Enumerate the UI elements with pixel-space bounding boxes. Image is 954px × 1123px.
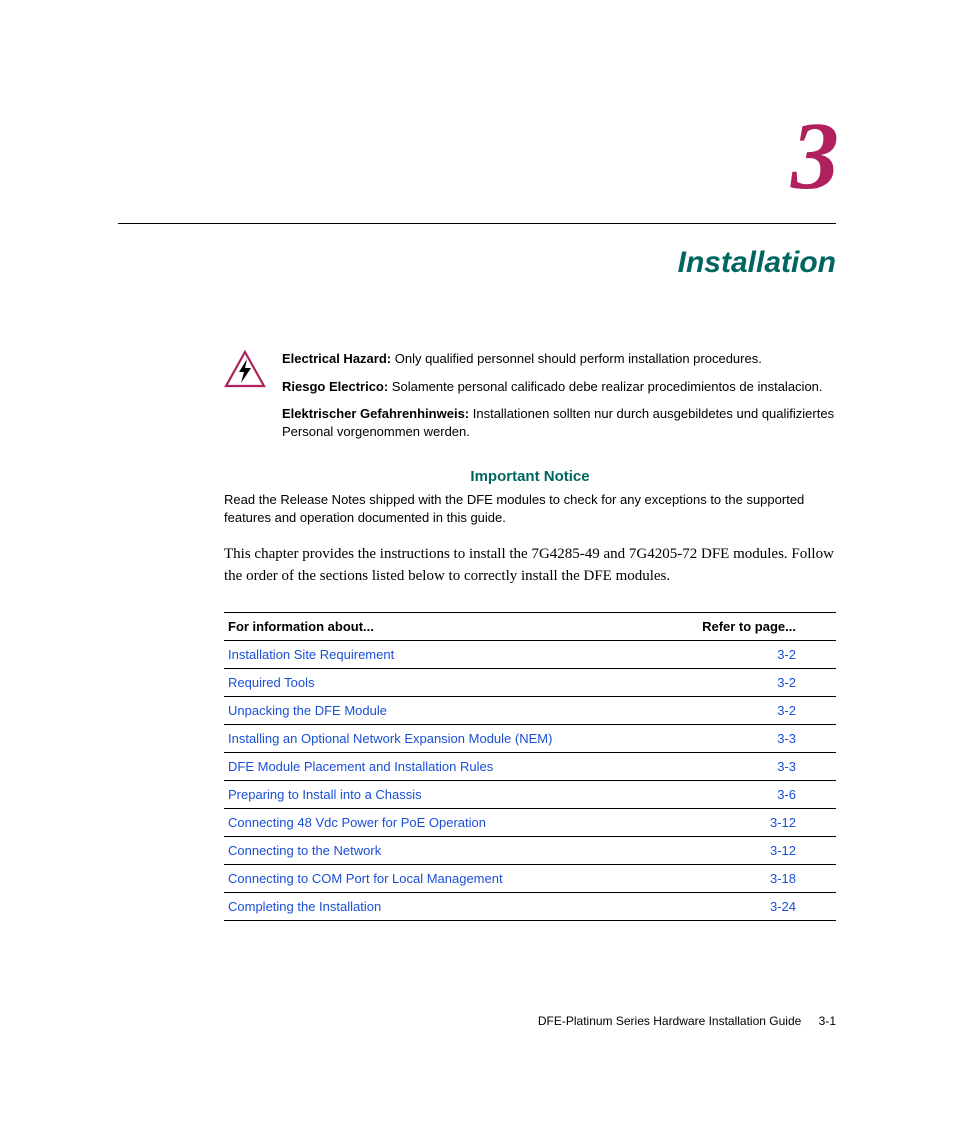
toc-page[interactable]: 3-18 xyxy=(657,864,836,892)
footer-book-title: DFE-Platinum Series Hardware Installatio… xyxy=(538,1014,801,1028)
toc-topic[interactable]: DFE Module Placement and Installation Ru… xyxy=(224,752,657,780)
hazard-line: Riesgo Electrico: Solamente personal cal… xyxy=(282,378,836,396)
divider-rule xyxy=(118,223,836,224)
toc-row: Installation Site Requirement3-2 xyxy=(224,640,836,668)
toc-page[interactable]: 3-12 xyxy=(657,836,836,864)
toc-topic[interactable]: Connecting to the Network xyxy=(224,836,657,864)
toc-header-page: Refer to page... xyxy=(657,612,836,640)
toc-body: Installation Site Requirement3-2 Require… xyxy=(224,640,836,920)
electrical-hazard-icon xyxy=(224,350,266,388)
toc-row: DFE Module Placement and Installation Ru… xyxy=(224,752,836,780)
toc-topic[interactable]: Installation Site Requirement xyxy=(224,640,657,668)
toc-topic[interactable]: Preparing to Install into a Chassis xyxy=(224,780,657,808)
toc-topic[interactable]: Installing an Optional Network Expansion… xyxy=(224,724,657,752)
toc-page[interactable]: 3-24 xyxy=(657,892,836,920)
hazard-line: Elektrischer Gefahrenhinweis: Installati… xyxy=(282,405,836,440)
hazard-text: Electrical Hazard: Only qualified person… xyxy=(282,350,836,450)
toc-page[interactable]: 3-3 xyxy=(657,752,836,780)
hazard-block: Electrical Hazard: Only qualified person… xyxy=(118,350,836,450)
toc-page[interactable]: 3-2 xyxy=(657,696,836,724)
toc-row: Unpacking the DFE Module3-2 xyxy=(224,696,836,724)
notice-body: Read the Release Notes shipped with the … xyxy=(224,491,836,526)
toc-topic[interactable]: Required Tools xyxy=(224,668,657,696)
toc-row: Completing the Installation3-24 xyxy=(224,892,836,920)
toc-page[interactable]: 3-3 xyxy=(657,724,836,752)
toc-row: Required Tools3-2 xyxy=(224,668,836,696)
toc-table: For information about... Refer to page..… xyxy=(224,612,836,921)
toc-header-topic: For information about... xyxy=(224,612,657,640)
toc-row: Installing an Optional Network Expansion… xyxy=(224,724,836,752)
toc-page[interactable]: 3-2 xyxy=(657,640,836,668)
hazard-line: Electrical Hazard: Only qualified person… xyxy=(282,350,836,368)
toc-topic[interactable]: Unpacking the DFE Module xyxy=(224,696,657,724)
toc-row: Connecting to the Network3-12 xyxy=(224,836,836,864)
toc-row: Connecting to COM Port for Local Managem… xyxy=(224,864,836,892)
chapter-number: 3 xyxy=(118,100,836,211)
toc-topic[interactable]: Connecting 48 Vdc Power for PoE Operatio… xyxy=(224,808,657,836)
toc-row: Preparing to Install into a Chassis3-6 xyxy=(224,780,836,808)
toc-page[interactable]: 3-2 xyxy=(657,668,836,696)
intro-paragraph: This chapter provides the instructions t… xyxy=(118,544,836,588)
toc-topic[interactable]: Completing the Installation xyxy=(224,892,657,920)
toc-page[interactable]: 3-6 xyxy=(657,780,836,808)
notice-title: Important Notice xyxy=(224,468,836,485)
toc-row: Connecting 48 Vdc Power for PoE Operatio… xyxy=(224,808,836,836)
page-footer: DFE-Platinum Series Hardware Installatio… xyxy=(538,1014,836,1028)
footer-page-number: 3-1 xyxy=(819,1014,836,1028)
important-notice: Important Notice Read the Release Notes … xyxy=(118,468,836,526)
chapter-title: Installation xyxy=(118,246,836,280)
toc-topic[interactable]: Connecting to COM Port for Local Managem… xyxy=(224,864,657,892)
document-page: 3 Installation Electrical Hazard: Only q… xyxy=(0,0,954,1123)
toc-page[interactable]: 3-12 xyxy=(657,808,836,836)
